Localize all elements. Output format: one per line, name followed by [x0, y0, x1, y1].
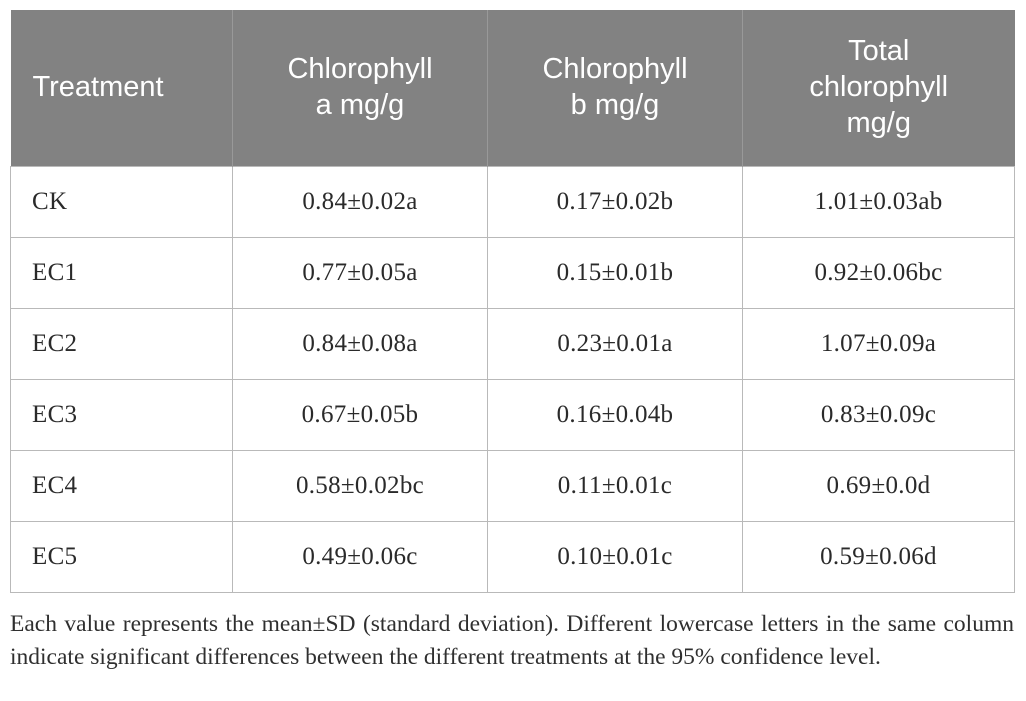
table-header: Treatment Chlorophyll a mg/g Chlorophyll… [10, 10, 1015, 167]
cell-chlorophyll-a: 0.84±0.02a [232, 166, 488, 238]
cell-chlorophyll-b: 0.23±0.01a [487, 308, 743, 380]
cell-chlorophyll-a: 0.77±0.05a [232, 237, 488, 309]
cell-chlorophyll-b: 0.10±0.01c [487, 521, 743, 593]
cell-total-chlorophyll: 0.59±0.06d [742, 521, 1015, 593]
cell-total-chlorophyll: 1.01±0.03ab [742, 166, 1015, 238]
column-header-total-chlorophyll: Total chlorophyll mg/g [742, 10, 1015, 167]
cell-chlorophyll-b: 0.17±0.02b [487, 166, 743, 238]
cell-chlorophyll-a: 0.67±0.05b [232, 379, 488, 451]
cell-total-chlorophyll: 0.92±0.06bc [742, 237, 1015, 309]
treatments-chlorophyll-table: Treatment Chlorophyll a mg/g Chlorophyll… [10, 10, 1015, 593]
cell-chlorophyll-b: 0.15±0.01b [487, 237, 743, 309]
cell-chlorophyll-b: 0.16±0.04b [487, 379, 743, 451]
cell-total-chlorophyll: 0.83±0.09c [742, 379, 1015, 451]
page: Treatment Chlorophyll a mg/g Chlorophyll… [10, 10, 1015, 670]
cell-total-chlorophyll: 0.69±0.0d [742, 450, 1015, 522]
column-header-chlorophyll-a: Chlorophyll a mg/g [232, 10, 488, 167]
cell-chlorophyll-a: 0.49±0.06c [232, 521, 488, 593]
table-header-row: Treatment Chlorophyll a mg/g Chlorophyll… [10, 10, 1015, 167]
column-header-chlorophyll-b: Chlorophyll b mg/g [487, 10, 743, 167]
table-row: EC3 0.67±0.05b 0.16±0.04b 0.83±0.09c [10, 379, 1015, 451]
cell-chlorophyll-a: 0.58±0.02bc [232, 450, 488, 522]
table-row: EC1 0.77±0.05a 0.15±0.01b 0.92±0.06bc [10, 237, 1015, 309]
cell-chlorophyll-a: 0.84±0.08a [232, 308, 488, 380]
cell-total-chlorophyll: 1.07±0.09a [742, 308, 1015, 380]
cell-treatment: EC2 [10, 308, 233, 380]
table-row: EC4 0.58±0.02bc 0.11±0.01c 0.69±0.0d [10, 450, 1015, 522]
table-footnote: Each value represents the mean±SD (stand… [10, 611, 1014, 670]
cell-treatment: EC5 [10, 521, 233, 593]
table-row: CK 0.84±0.02a 0.17±0.02b 1.01±0.03ab [10, 166, 1015, 238]
table-body: CK 0.84±0.02a 0.17±0.02b 1.01±0.03ab EC1… [10, 166, 1015, 593]
cell-treatment: CK [10, 166, 233, 238]
cell-treatment: EC4 [10, 450, 233, 522]
cell-treatment: EC3 [10, 379, 233, 451]
cell-chlorophyll-b: 0.11±0.01c [487, 450, 743, 522]
column-header-treatment: Treatment [10, 10, 233, 167]
table-row: EC5 0.49±0.06c 0.10±0.01c 0.59±0.06d [10, 521, 1015, 593]
table-row: EC2 0.84±0.08a 0.23±0.01a 1.07±0.09a [10, 308, 1015, 380]
cell-treatment: EC1 [10, 237, 233, 309]
